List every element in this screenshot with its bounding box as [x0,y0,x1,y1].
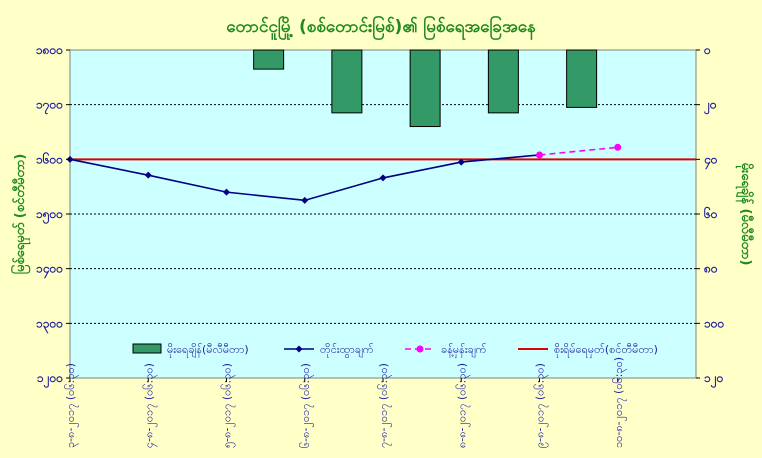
left-tick-label: ၁၄၀၀ [36,262,63,280]
x-tick-label: ၁၀-၈-၂၀၁၇ (၀၆:၃၀) [612,357,627,448]
right-axis-title: မိုးရေချိန် (မီလီမီတာ) [735,163,755,266]
right-tick-label: ၁၂၀ [704,371,724,389]
rainfall-bar [487,49,519,114]
left-tick-label: ၁၇၀၀ [36,98,63,116]
legend-marker [295,345,303,353]
observed-point [379,174,387,182]
observed-point [301,196,309,204]
right-tick-label: ၆၀ [703,205,718,221]
x-axis-ticks: ၃-၈-၂၀၁၇ (၀၆:၃၀) ၄-၈-၂၀၁၇ (၀၆:၃၀) ၅-၈-၂၀၁၇… [64,357,627,448]
right-tick-label: ၀ [703,43,711,57]
left-tick-label: ၁၃၀၀ [36,316,63,334]
forecast-point [536,151,543,159]
legend-label: ခန့်မှန်းချက် [441,343,487,358]
right-tick-label: ၈၀ [703,262,718,276]
forecast-point [614,143,622,151]
legend: မိုးရေချိန်(မီလီမီတာ) တိုင်းထွာချက် ခန့်မှ… [132,343,658,358]
left-tick-label: ၁၈၀၀ [36,43,63,57]
x-tick-label: ၈-၈-၂၀၁၇ (၀၆:၃၀) [455,363,470,448]
observed-point [144,171,152,179]
x-tick-label: ၃-၈-၂၀၁၇ (၀၆:၃၀) [64,363,79,448]
observed-point [457,158,465,166]
x-tick-label: ၄-၈-၂၀၁၇ (၀၆:၃၀) [142,363,157,448]
legend-label: တိုင်းထွာချက် [320,343,374,358]
rainfall-bar [409,49,441,128]
legend-swatch [132,343,162,354]
legend-marker [416,345,424,353]
x-tick-label: ၉-၈-၂၀၁၇ (၀၆:၃၀) [534,363,549,448]
left-tick-label: ၁၂၀၀ [37,371,63,389]
legend-label: စိုးရိမ်ရေမှတ်(စင်တီမီတာ) [554,343,658,358]
x-tick-label: ၅-၈-၂၀၁၇ (၀၆:၃၀) [221,363,236,448]
x-tick-label: ၆-၈-၂၀၁၇ (၀၆:၃၀) [299,363,314,448]
rainfall-bar [331,49,363,114]
rainfall-bar [253,49,285,70]
x-tick-label: ၇-၈-၂၀၁၇ (၀၆:၃၀) [377,363,392,448]
right-tick-label: ၁၀၀ [704,316,725,330]
rainfall-bars [253,49,598,128]
rainfall-bar [566,49,598,108]
left-axis-title: မြစ်ရေမှတ် (စင်တီမီတာ) [10,154,31,275]
observed-point [223,188,230,196]
left-tick-label: ၁၆၀၀ [36,150,63,166]
chart-title: တောင်ငူမြို့ (စစ်တောင်းမြစ်)၏ မြစ်ရေအခြေ… [226,14,536,41]
right-tick-label: ၄၀ [703,152,718,170]
right-tick-label: ၂၀ [703,98,717,116]
forecast-line [539,146,618,156]
legend-label: မိုးရေချိန်(မီလီမီတာ) [167,343,249,358]
series-lines [66,143,696,204]
left-tick-label: ၁၅၀၀ [36,207,63,225]
